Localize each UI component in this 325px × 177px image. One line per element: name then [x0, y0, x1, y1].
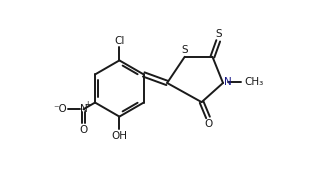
Text: Cl: Cl [114, 36, 124, 46]
Text: O: O [79, 125, 87, 135]
Text: S: S [181, 45, 188, 55]
Text: OH: OH [111, 131, 127, 141]
Text: O: O [204, 119, 213, 129]
Text: ⁻O: ⁻O [53, 104, 67, 114]
Text: N: N [80, 104, 87, 114]
Text: N: N [224, 77, 232, 87]
Text: CH₃: CH₃ [244, 77, 264, 87]
Text: S: S [215, 29, 222, 39]
Text: +: + [84, 100, 91, 109]
